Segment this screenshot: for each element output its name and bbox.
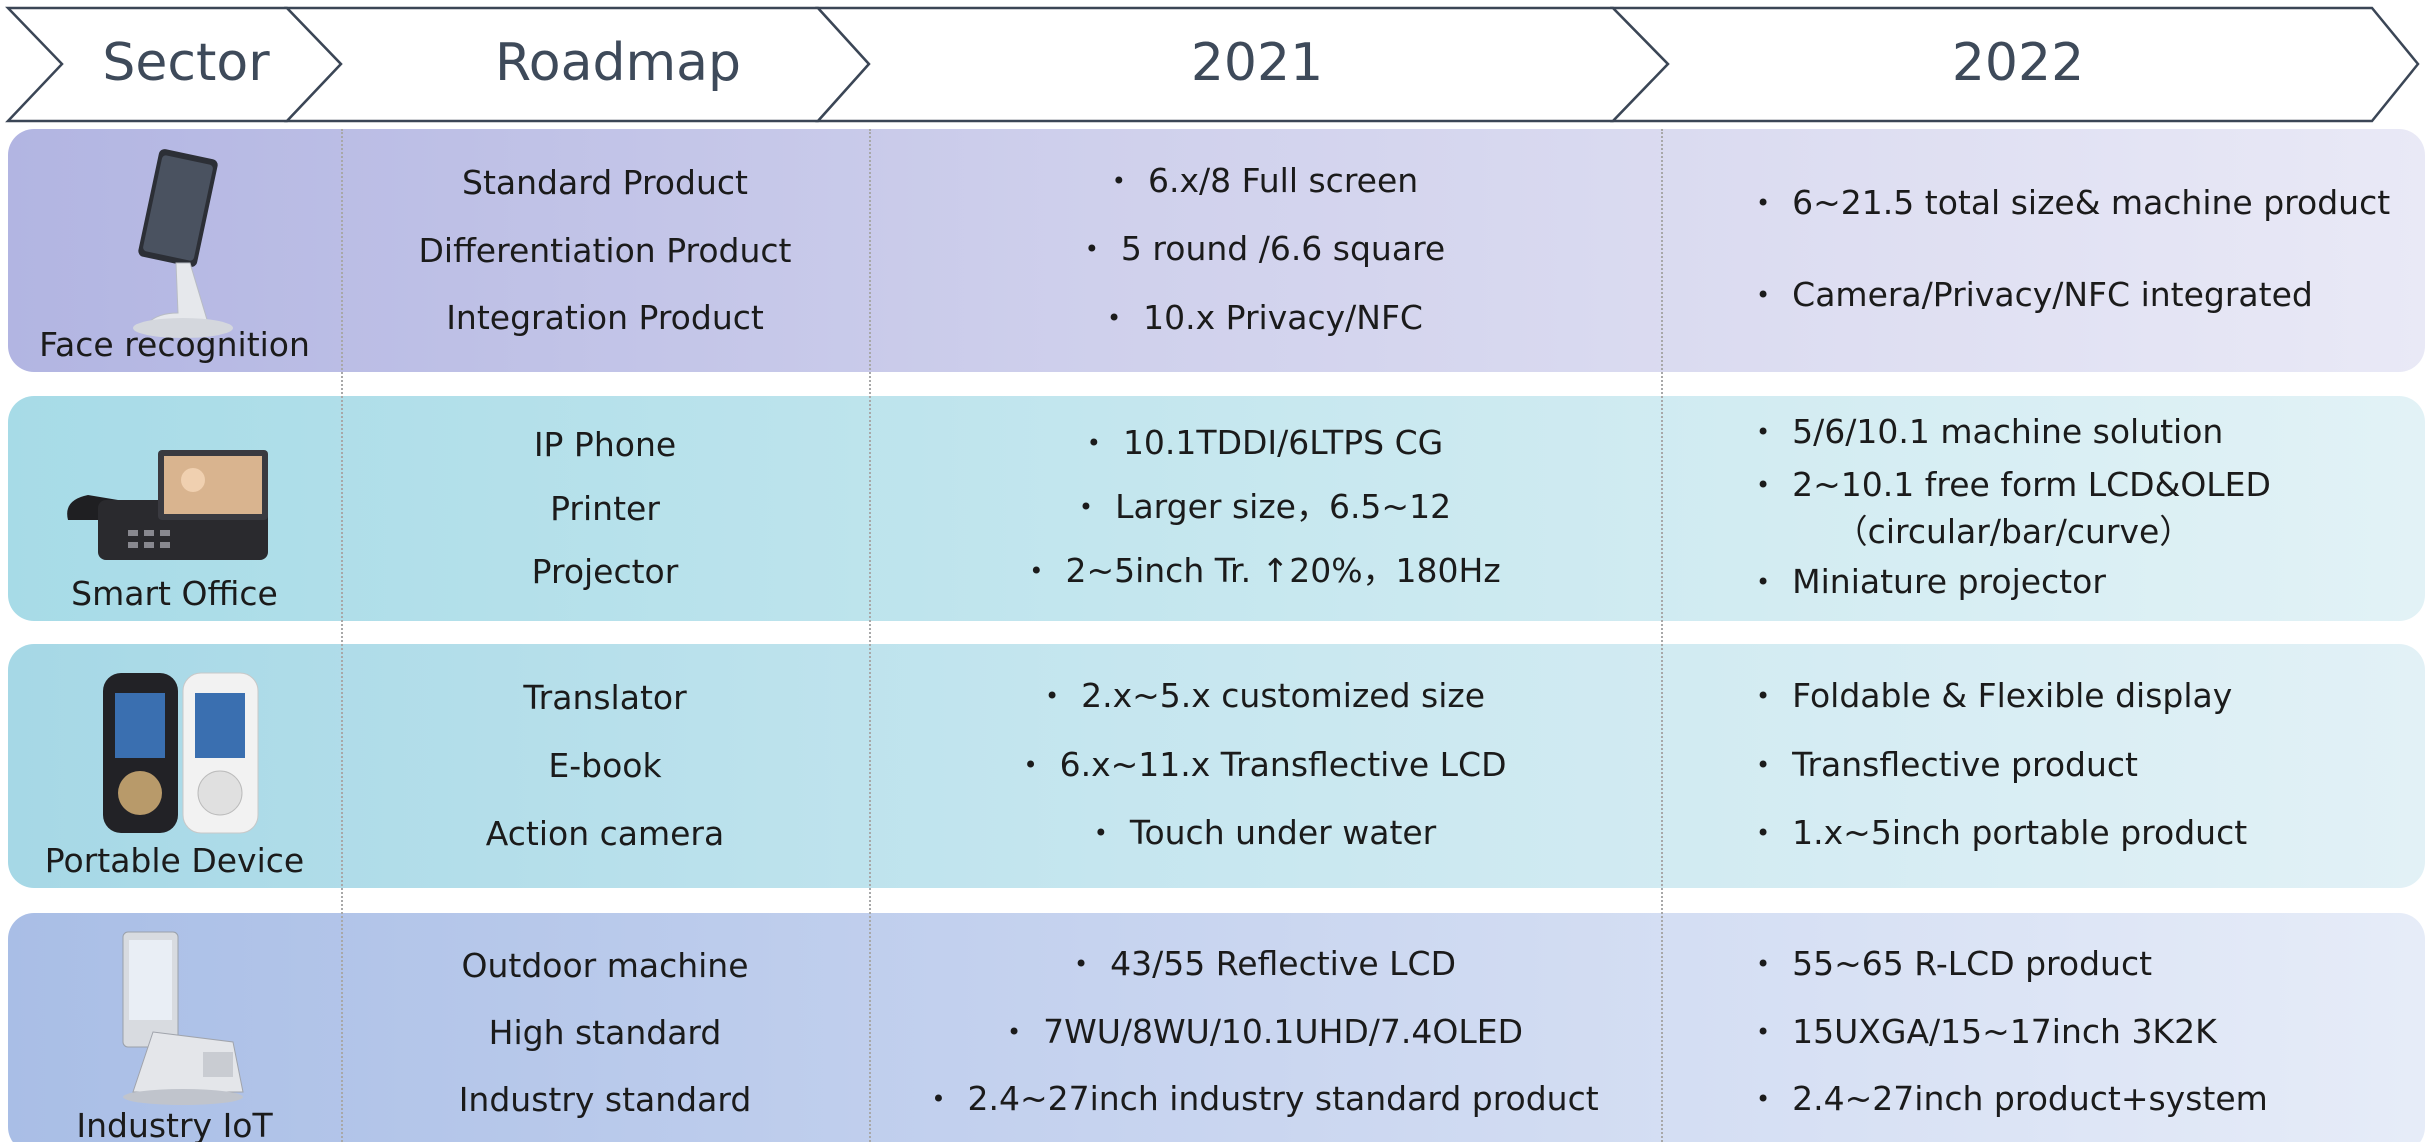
year-2022-cell: Foldable & Flexible display Transflective… <box>1661 644 2425 888</box>
list-item: 7WU/8WU/10.1UHD/7.4OLED <box>1007 1010 1523 1057</box>
column-divider <box>341 129 343 1142</box>
header-label: 2021 <box>1191 33 1323 93</box>
list-item: 6~21.5 total size& machine product <box>1756 181 2390 228</box>
sector-icon <box>58 658 298 862</box>
list-item: 2.4~27inch product+system <box>1756 1077 2268 1124</box>
year-2022-cell: 55~65 R-LCD product 15UXGA/15~17inch 3K2K… <box>1661 913 2425 1142</box>
year-2021-cell: 2.x~5.x customized size 6.x~11.x Transfle… <box>869 644 1661 888</box>
roadmap-cell: Standard Product Differentiation Product I… <box>341 129 869 372</box>
list-item: 15UXGA/15~17inch 3K2K <box>1756 1010 2217 1057</box>
year-2022-cell: 5/6/10.1 machine solution 2~10.1 free for… <box>1661 396 2425 621</box>
list-item: Standard Product <box>462 162 748 202</box>
header-label: Roadmap <box>495 33 741 93</box>
list-item: 10.x Privacy/NFC <box>1107 296 1423 343</box>
list-item: Camera/Privacy/NFC integrated <box>1756 273 2313 320</box>
list-item: Miniature projector <box>1756 560 2106 607</box>
list-item: 2.4~27inch industry standard product <box>931 1077 1598 1124</box>
list-item: Touch under water <box>1094 811 1436 858</box>
sector-label: Face recognition <box>39 325 310 364</box>
list-item: Action camera <box>485 814 725 853</box>
list-item: Larger size，6.5~12 <box>1079 485 1451 532</box>
table-row: Portable Device Translator E-book Action ca… <box>8 644 2425 888</box>
table-row: Industry IoT Outdoor machine High standard… <box>8 913 2425 1142</box>
list-item: 2.x~5.x customized size <box>1045 674 1485 721</box>
roadmap-cell: Outdoor machine High standard Industry sta… <box>341 913 869 1142</box>
list-item: Foldable & Flexible display <box>1756 674 2232 721</box>
list-item: 5/6/10.1 machine solution <box>1756 410 2223 457</box>
list-item: 55~65 R-LCD product <box>1756 942 2152 989</box>
year-2021-cell: 10.1TDDI/6LTPS CG Larger size，6.5~12 2~5in… <box>869 396 1661 621</box>
sector-icon <box>58 927 298 1131</box>
icon <box>103 672 259 834</box>
list-item: Translator <box>523 678 687 717</box>
table-row: Face recognition Standard Product Differen… <box>8 129 2425 372</box>
list-item: Differentiation Product <box>418 230 792 270</box>
list-item: 6.x/8 Full screen <box>1112 159 1418 206</box>
header: Sector Roadmap 2021 2022 <box>5 6 2420 123</box>
list-item: Industry standard <box>458 1080 752 1119</box>
list-item: 1.x~5inch portable product <box>1756 811 2247 858</box>
icon <box>122 931 244 1105</box>
list-item: IP Phone <box>533 425 677 465</box>
list-item: Projector <box>531 551 679 591</box>
list-item: Printer <box>550 488 660 528</box>
sector-icon <box>58 143 288 357</box>
list-item: 2~5inch Tr. ↑20%，180Hz <box>1029 549 1500 596</box>
sector-label: Portable Device <box>44 841 305 880</box>
list-item: Outdoor machine <box>461 946 749 985</box>
list-item: Integration Product <box>446 298 764 338</box>
list-item: 10.1TDDI/6LTPS CG <box>1087 421 1443 468</box>
header-label: 2022 <box>1952 33 2084 93</box>
sector-label: Industry IoT <box>76 1106 273 1142</box>
header-chevron <box>1610 6 2420 123</box>
roadmap-cell: Translator E-book Action camera <box>341 644 869 888</box>
header-label: Sector <box>102 33 270 93</box>
list-item: E-book <box>548 746 662 785</box>
sector-icon <box>58 410 298 594</box>
list-item: 43/55 Reflective LCD <box>1074 942 1456 989</box>
list-item: High standard <box>488 1013 722 1052</box>
year-2022-cell: 6~21.5 total size& machine product Camera… <box>1661 129 2425 372</box>
list-item: Transflective product <box>1756 743 2138 790</box>
year-2021-cell: 6.x/8 Full screen 5 round /6.6 square 10.x… <box>869 129 1661 372</box>
list-item: 6.x~11.x Transflective LCD <box>1023 743 1507 790</box>
roadmap-cell: IP Phone Printer Projector <box>341 396 869 621</box>
list-item: 5 round /6.6 square <box>1085 227 1445 274</box>
icon <box>133 149 233 338</box>
list-item: 2~10.1 free form LCD&OLED （circular/bar/… <box>1756 463 2271 554</box>
column-divider <box>1661 129 1663 1142</box>
sector-label: Smart Office <box>71 574 278 613</box>
year-2021-cell: 43/55 Reflective LCD 7WU/8WU/10.1UHD/7.4O… <box>869 913 1661 1142</box>
table-row: Smart Office IP Phone Printer Projector 10.1… <box>8 396 2425 621</box>
column-divider <box>869 129 871 1142</box>
icon <box>67 450 268 560</box>
